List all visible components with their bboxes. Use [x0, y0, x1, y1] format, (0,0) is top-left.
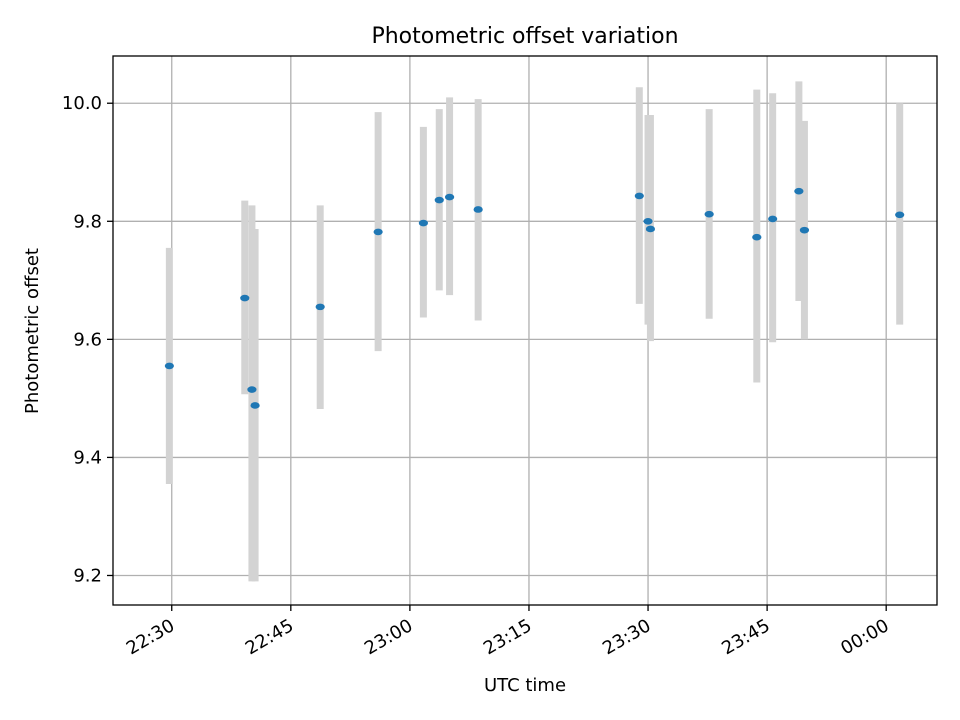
- data-point: [799, 226, 810, 234]
- data-point: [250, 402, 260, 409]
- data-point: [418, 219, 428, 227]
- data-point: [164, 362, 174, 370]
- data-point: [704, 210, 714, 218]
- data-point: [434, 196, 444, 204]
- data-point: [315, 303, 325, 311]
- data-point: [473, 206, 483, 213]
- y-tick-label: 10.0: [62, 93, 102, 114]
- plot-frame: [112, 55, 938, 606]
- y-tick-label: 9.4: [73, 447, 102, 468]
- chart-title: Photometric offset variation: [371, 24, 678, 49]
- data-point: [240, 294, 250, 302]
- x-axis-label: UTC time: [484, 675, 566, 696]
- data-point: [794, 187, 804, 195]
- data-point: [247, 386, 257, 393]
- data-point: [895, 211, 905, 219]
- data-point: [645, 225, 656, 233]
- data-point: [444, 193, 455, 201]
- y-tick-label: 9.8: [73, 211, 102, 232]
- y-tick-label: 9.6: [73, 329, 102, 350]
- data-point: [643, 217, 653, 225]
- data-point: [373, 228, 383, 236]
- data-point: [634, 192, 644, 200]
- y-axis-label: Photometric offset: [22, 248, 43, 414]
- y-tick-label: 9.2: [73, 565, 102, 586]
- data-point: [752, 233, 762, 241]
- data-point: [768, 215, 778, 223]
- data-points: [164, 187, 905, 409]
